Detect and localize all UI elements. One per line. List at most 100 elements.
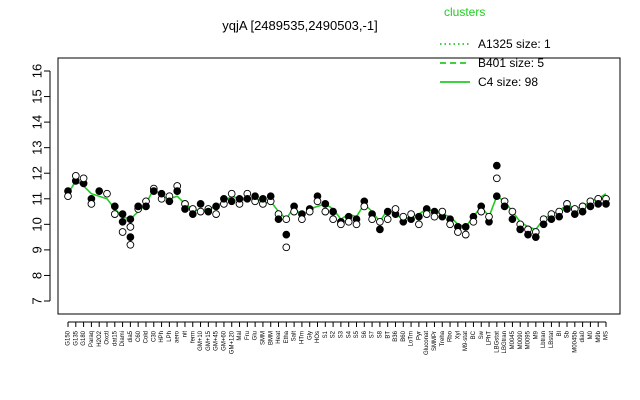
data-point [383,215,392,224]
x-tick-label: Sw [479,330,485,339]
y-tick-label: 14 [29,115,44,129]
x-tick-label: HPh [159,331,165,343]
data-point [594,200,603,208]
x-tick-label: ferm [190,331,196,343]
data-point [422,210,431,218]
data-point [165,197,174,206]
data-point [407,210,415,218]
data-point [329,215,337,224]
data-point [134,202,143,211]
x-tick-label: Gly [307,331,313,340]
legend-entry-label: B401 size: 5 [478,56,544,70]
x-tick-label: BC [471,330,477,339]
data-point [305,207,314,216]
data-point [344,217,353,226]
data-point [461,230,470,239]
data-point [235,194,244,203]
data-point [570,210,579,218]
y-tick-label: 15 [29,89,44,103]
data-point [391,205,400,213]
y-axis: 7 8 9 10 11 12 13 14 15 16 [29,64,51,305]
x-tick-label: Glu [253,331,259,340]
x-tick-label: Cold [144,331,150,343]
x-tick-label: S2 [331,330,337,338]
x-tick-label: LBGtran [502,331,508,353]
y-tick-label: 8 [29,272,44,279]
x-tick-label: LBGstat [494,331,500,353]
data-point [547,215,556,224]
data-point [259,194,267,203]
data-point [531,233,540,241]
x-tick-label: M0045 [510,330,516,349]
x-tick-label: nit [183,331,189,338]
data-point [524,230,532,239]
data-point [212,202,220,211]
y-tick-label: 11 [29,192,44,206]
x-tick-label: Xyl [455,331,461,339]
plot-frame [57,57,621,315]
data-point [87,200,96,208]
data-point [399,212,408,221]
data-point [508,215,517,224]
data-point [118,217,127,226]
x-tick-label: LPh [167,331,173,342]
data-point [220,194,228,203]
data-point [227,197,236,206]
x-tick-label: Rbo [448,330,454,342]
x-tick-label: C30 [151,330,157,342]
x-tick-label: B36 [393,330,399,341]
x-tick-label: G135 [73,330,79,345]
x-tick-label: S6 [362,330,368,338]
data-point [110,202,119,211]
y-tick-label: 9 [29,246,44,253]
data-point [126,223,135,231]
data-point [149,187,158,195]
x-tick-label: M9-stat [463,331,469,351]
data-point [282,215,291,224]
data-point [181,205,189,213]
x-tick-label: GM+60 [222,330,228,351]
data-point [204,207,213,216]
series-layer [67,179,607,231]
data-point [469,217,478,226]
data-point [492,174,501,183]
x-tick-label: S8 [377,330,383,338]
data-point [508,207,517,216]
data-point [188,210,197,218]
x-tick-label: M0045b [572,330,578,352]
x-tick-label: LoTm [409,331,415,346]
data-point [103,189,111,198]
x-tick-label: HTm [299,331,305,344]
data-point [71,171,80,180]
data-point [298,215,306,224]
x-tick-label: S3 [338,330,344,338]
data-point [126,240,135,249]
data-point [196,200,205,208]
x-tick-label: S4 [346,330,352,338]
chart-title: yqjA [2489535,2490503,-1] [222,18,377,33]
data-point [415,212,423,221]
x-tick-label: Treha [440,330,446,346]
legend-title: clusters [444,5,485,19]
x-tick-label: Lbtran [541,331,547,348]
data-point [282,243,291,252]
data-point [352,220,361,229]
x-tick-label: GM+120 [229,330,235,354]
data-point [227,189,236,198]
data-point [118,210,127,218]
data-point [376,225,384,234]
x-tick-label: M9 [533,330,539,339]
x-tick-label: Fru [245,331,251,340]
x-tick-label: Pyr [416,331,422,340]
data-point [321,200,330,208]
data-point [415,220,423,229]
y-tick-label: 7 [29,297,44,304]
data-point [290,207,298,216]
x-tick-label: Paraq [89,331,95,347]
data-point [383,207,392,216]
x-tick-label: LBstat [549,331,555,348]
x-tick-label: LPhT [487,331,493,346]
x-tick-label: GM+10 [198,330,204,351]
data-point [196,207,205,216]
data-point [274,215,283,224]
